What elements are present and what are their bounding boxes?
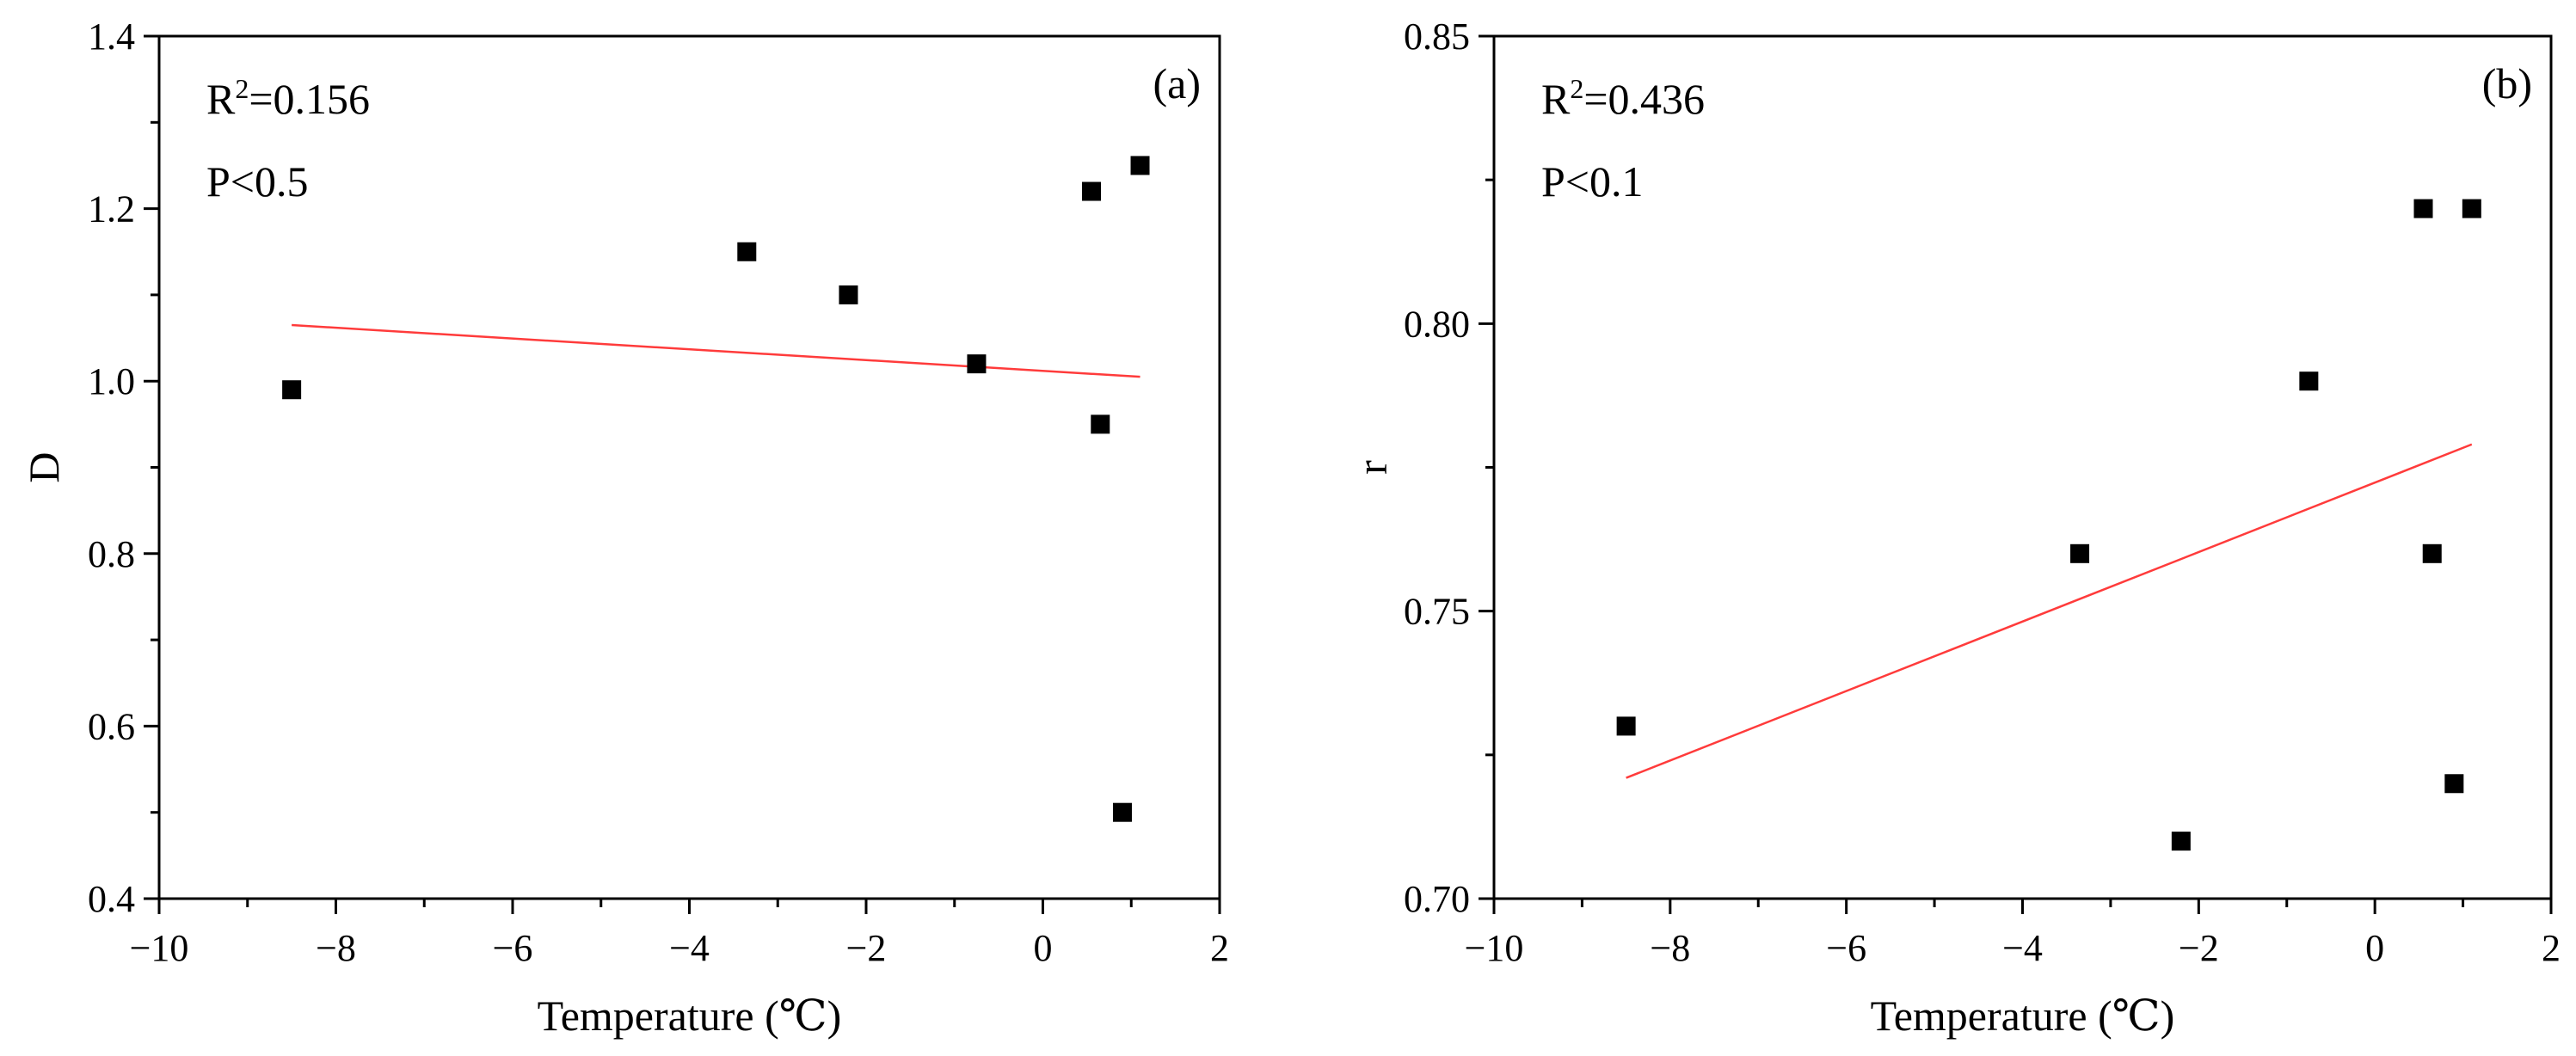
data-point (967, 354, 987, 374)
data-point (282, 380, 302, 400)
y-tick-label: 1.2 (88, 188, 135, 230)
panel-a: −10 −8 −6 −4 −2 0 2 0.4 0.6 0.8 1.0 1.2 1.4 Temperatu… (20, 15, 1229, 1040)
data-point (1082, 181, 1102, 201)
x-tick-label: −8 (1650, 927, 1690, 969)
x-axis-title: Temperature (℃) (538, 992, 842, 1040)
r-squared-superscript: 2 (1570, 73, 1583, 104)
data-point (1091, 414, 1110, 434)
data-point (737, 242, 757, 261)
x-tick-label: 0 (2365, 927, 2384, 969)
data-point (839, 285, 858, 304)
r-squared-text: R2=0.156 (206, 73, 370, 123)
y-tick-label: 0.8 (88, 533, 135, 575)
plot-frame (157, 34, 1221, 900)
r-squared-text: R2=0.436 (1541, 73, 1705, 123)
r-squared-value: =0.156 (249, 75, 370, 123)
x-tick-label: −2 (2179, 927, 2219, 969)
y-axis-title: r (1348, 460, 1396, 475)
data-point (2444, 774, 2464, 794)
x-tick-label: 2 (2542, 927, 2561, 969)
data-point (2462, 199, 2481, 218)
x-tick-label: 2 (1210, 927, 1229, 969)
data-point (2299, 371, 2319, 391)
panel-b: −10 −8 −6 −4 −2 0 2 0.70 0.75 0.80 0.85 Temperature… (1348, 15, 2561, 1040)
p-value-text: P<0.1 (1541, 157, 1644, 206)
x-tick-label: −6 (1826, 927, 1866, 969)
r-squared-value: =0.436 (1583, 75, 1705, 123)
y-tick-label: 0.85 (1404, 15, 1470, 58)
y-axis-title: D (20, 451, 68, 482)
r-squared-superscript: 2 (235, 73, 249, 104)
fit-line (292, 323, 1140, 378)
x-axis-title: Temperature (℃) (1871, 992, 2175, 1040)
y-tick-label: 0.75 (1404, 591, 1470, 633)
y-tick-label: 0.6 (88, 705, 135, 747)
x-tick-label: −6 (493, 927, 533, 969)
data-point (2070, 543, 2090, 563)
panel-label: (a) (1153, 59, 1202, 107)
x-tick-label: −8 (316, 927, 356, 969)
data-point (2422, 543, 2442, 563)
y-tick-label: 0.70 (1404, 878, 1470, 920)
y-tick-label: 1.4 (88, 15, 135, 58)
data-point (2413, 199, 2433, 218)
data-point (1112, 802, 1132, 822)
data-point (1616, 716, 1636, 736)
x-tick-label: 0 (1034, 927, 1053, 969)
x-tick-label: −2 (846, 927, 887, 969)
x-tick-label: −4 (2002, 927, 2043, 969)
x-tick-label: −4 (669, 927, 710, 969)
y-tick-label: 1.0 (88, 360, 135, 402)
y-tick-label: 0.80 (1404, 303, 1470, 345)
x-tick-label: −10 (130, 927, 189, 969)
p-value-text: P<0.5 (206, 157, 309, 206)
plot-frame (1492, 34, 2553, 900)
data-point (1130, 156, 1150, 175)
panel-label: (b) (2482, 59, 2532, 107)
x-tick-label: −10 (1465, 927, 1524, 969)
fit-line (1626, 443, 2473, 779)
data-point (2171, 832, 2191, 851)
y-tick-label: 0.4 (88, 878, 135, 920)
